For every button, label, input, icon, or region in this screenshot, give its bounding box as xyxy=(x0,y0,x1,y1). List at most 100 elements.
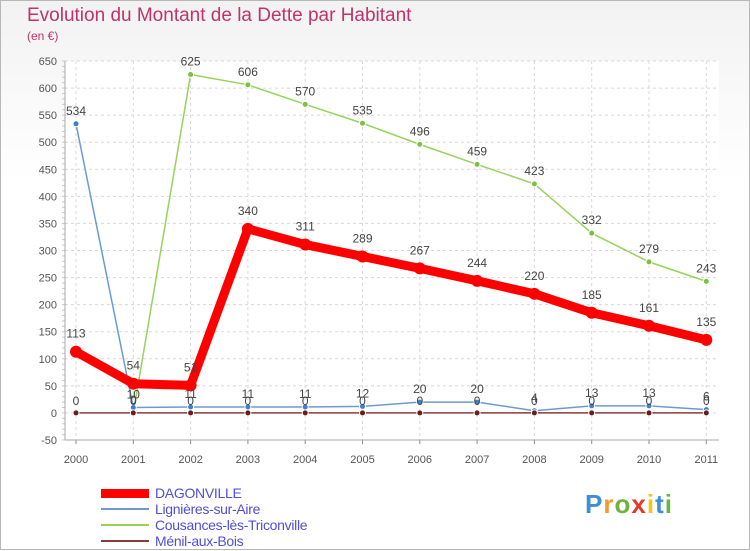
data-point xyxy=(473,160,481,168)
data-label: 12 xyxy=(356,386,370,400)
data-label: 0 xyxy=(130,394,137,408)
y-tick-label: 50 xyxy=(45,381,57,393)
y-tick-label: 550 xyxy=(39,110,57,122)
legend-item-lignieres: Lignières-sur-Aire xyxy=(101,501,260,517)
legend-label: Lignières-sur-Aire xyxy=(155,501,261,517)
data-label: 496 xyxy=(410,124,430,138)
data-point xyxy=(241,222,254,235)
data-point xyxy=(416,409,424,417)
data-point xyxy=(301,100,309,108)
data-label: 4 xyxy=(531,391,538,405)
data-point xyxy=(72,120,80,128)
x-tick-label: 2010 xyxy=(637,454,661,466)
data-point xyxy=(645,258,653,266)
x-tick-label: 2009 xyxy=(579,454,603,466)
y-tick-label: 250 xyxy=(39,273,57,285)
y-tick-label: 0 xyxy=(51,408,57,420)
data-point xyxy=(473,409,481,417)
x-tick-label: 2001 xyxy=(121,454,145,466)
x-tick-label: 2004 xyxy=(293,454,317,466)
data-label: 244 xyxy=(467,256,487,270)
data-point xyxy=(645,402,653,410)
data-point xyxy=(187,71,195,79)
data-point xyxy=(416,398,424,406)
data-point xyxy=(702,409,710,417)
data-label: 220 xyxy=(524,269,544,283)
x-tick-label: 2011 xyxy=(694,454,718,466)
data-label: 534 xyxy=(66,104,86,118)
data-point xyxy=(473,398,481,406)
data-label: 11 xyxy=(242,387,255,401)
data-label: 113 xyxy=(66,327,85,341)
y-tick-label: 400 xyxy=(39,191,57,203)
logo-letter: i xyxy=(664,489,673,519)
y-tick-label: 600 xyxy=(39,83,57,95)
logo-letter: o xyxy=(614,489,632,519)
data-label: 459 xyxy=(467,144,487,158)
data-point xyxy=(588,229,596,237)
data-label: 13 xyxy=(642,386,656,400)
data-label: 51 xyxy=(184,360,198,374)
data-label: 0 xyxy=(302,394,309,408)
series-dagonville xyxy=(70,222,713,392)
data-label: 0 xyxy=(187,394,194,408)
data-point xyxy=(244,81,252,89)
legend-swatch xyxy=(101,540,149,542)
x-tick-label: 2006 xyxy=(408,454,432,466)
data-point xyxy=(359,409,366,417)
data-label: 0 xyxy=(588,394,595,408)
logo-letter: i xyxy=(646,489,656,519)
legend-label: Ménil-aux-Bois xyxy=(155,533,244,549)
logo-letter: t xyxy=(655,489,665,519)
data-point xyxy=(471,274,484,287)
data-label: 6 xyxy=(703,390,710,404)
data-label: 20 xyxy=(413,382,427,396)
data-point xyxy=(72,409,80,417)
data-point xyxy=(356,250,369,263)
data-point xyxy=(359,119,366,127)
data-label: 311 xyxy=(296,220,315,234)
legend-swatch xyxy=(101,524,149,526)
data-label: 11 xyxy=(184,387,197,401)
data-label: 243 xyxy=(696,261,716,275)
data-point xyxy=(528,287,541,300)
data-point xyxy=(301,409,309,417)
data-label: 0 xyxy=(130,393,137,407)
data-point xyxy=(645,409,653,417)
x-tick-label: 2005 xyxy=(350,454,374,466)
data-label: 10 xyxy=(127,388,141,402)
data-point xyxy=(530,180,538,188)
data-point xyxy=(244,409,252,417)
logo-letter: x xyxy=(631,489,647,519)
y-tick-label: 100 xyxy=(39,354,57,366)
data-label: 570 xyxy=(295,84,315,98)
chart-subtitle: (en €) xyxy=(27,29,59,43)
x-tick-label: 2007 xyxy=(465,454,489,466)
data-point xyxy=(416,140,424,148)
data-label: 340 xyxy=(238,204,258,218)
legend-swatch xyxy=(101,508,149,510)
data-label: 161 xyxy=(639,301,659,315)
data-label: 279 xyxy=(639,242,659,256)
legend-item-cousances: Cousances-lès-Triconville xyxy=(101,517,308,533)
data-label: 423 xyxy=(524,164,544,178)
legend-swatch xyxy=(101,488,149,498)
data-label: 289 xyxy=(352,231,372,245)
legend-label: Cousances-lès-Triconville xyxy=(155,517,308,533)
y-tick-label: 150 xyxy=(39,327,57,339)
y-tick-label: 650 xyxy=(39,56,57,68)
x-tick-label: 2003 xyxy=(236,454,260,466)
data-point xyxy=(127,377,140,390)
data-point xyxy=(588,402,596,410)
data-label: 332 xyxy=(582,213,602,227)
data-label: 13 xyxy=(585,386,599,400)
data-label: 267 xyxy=(410,243,430,257)
data-label: 0 xyxy=(531,394,538,408)
chart-title: Evolution du Montant de la Dette par Hab… xyxy=(27,5,412,26)
series-line xyxy=(73,224,708,390)
series-line xyxy=(75,123,707,412)
data-point xyxy=(70,345,82,358)
data-label: 0 xyxy=(73,394,80,408)
data-label: 0 xyxy=(359,394,366,408)
